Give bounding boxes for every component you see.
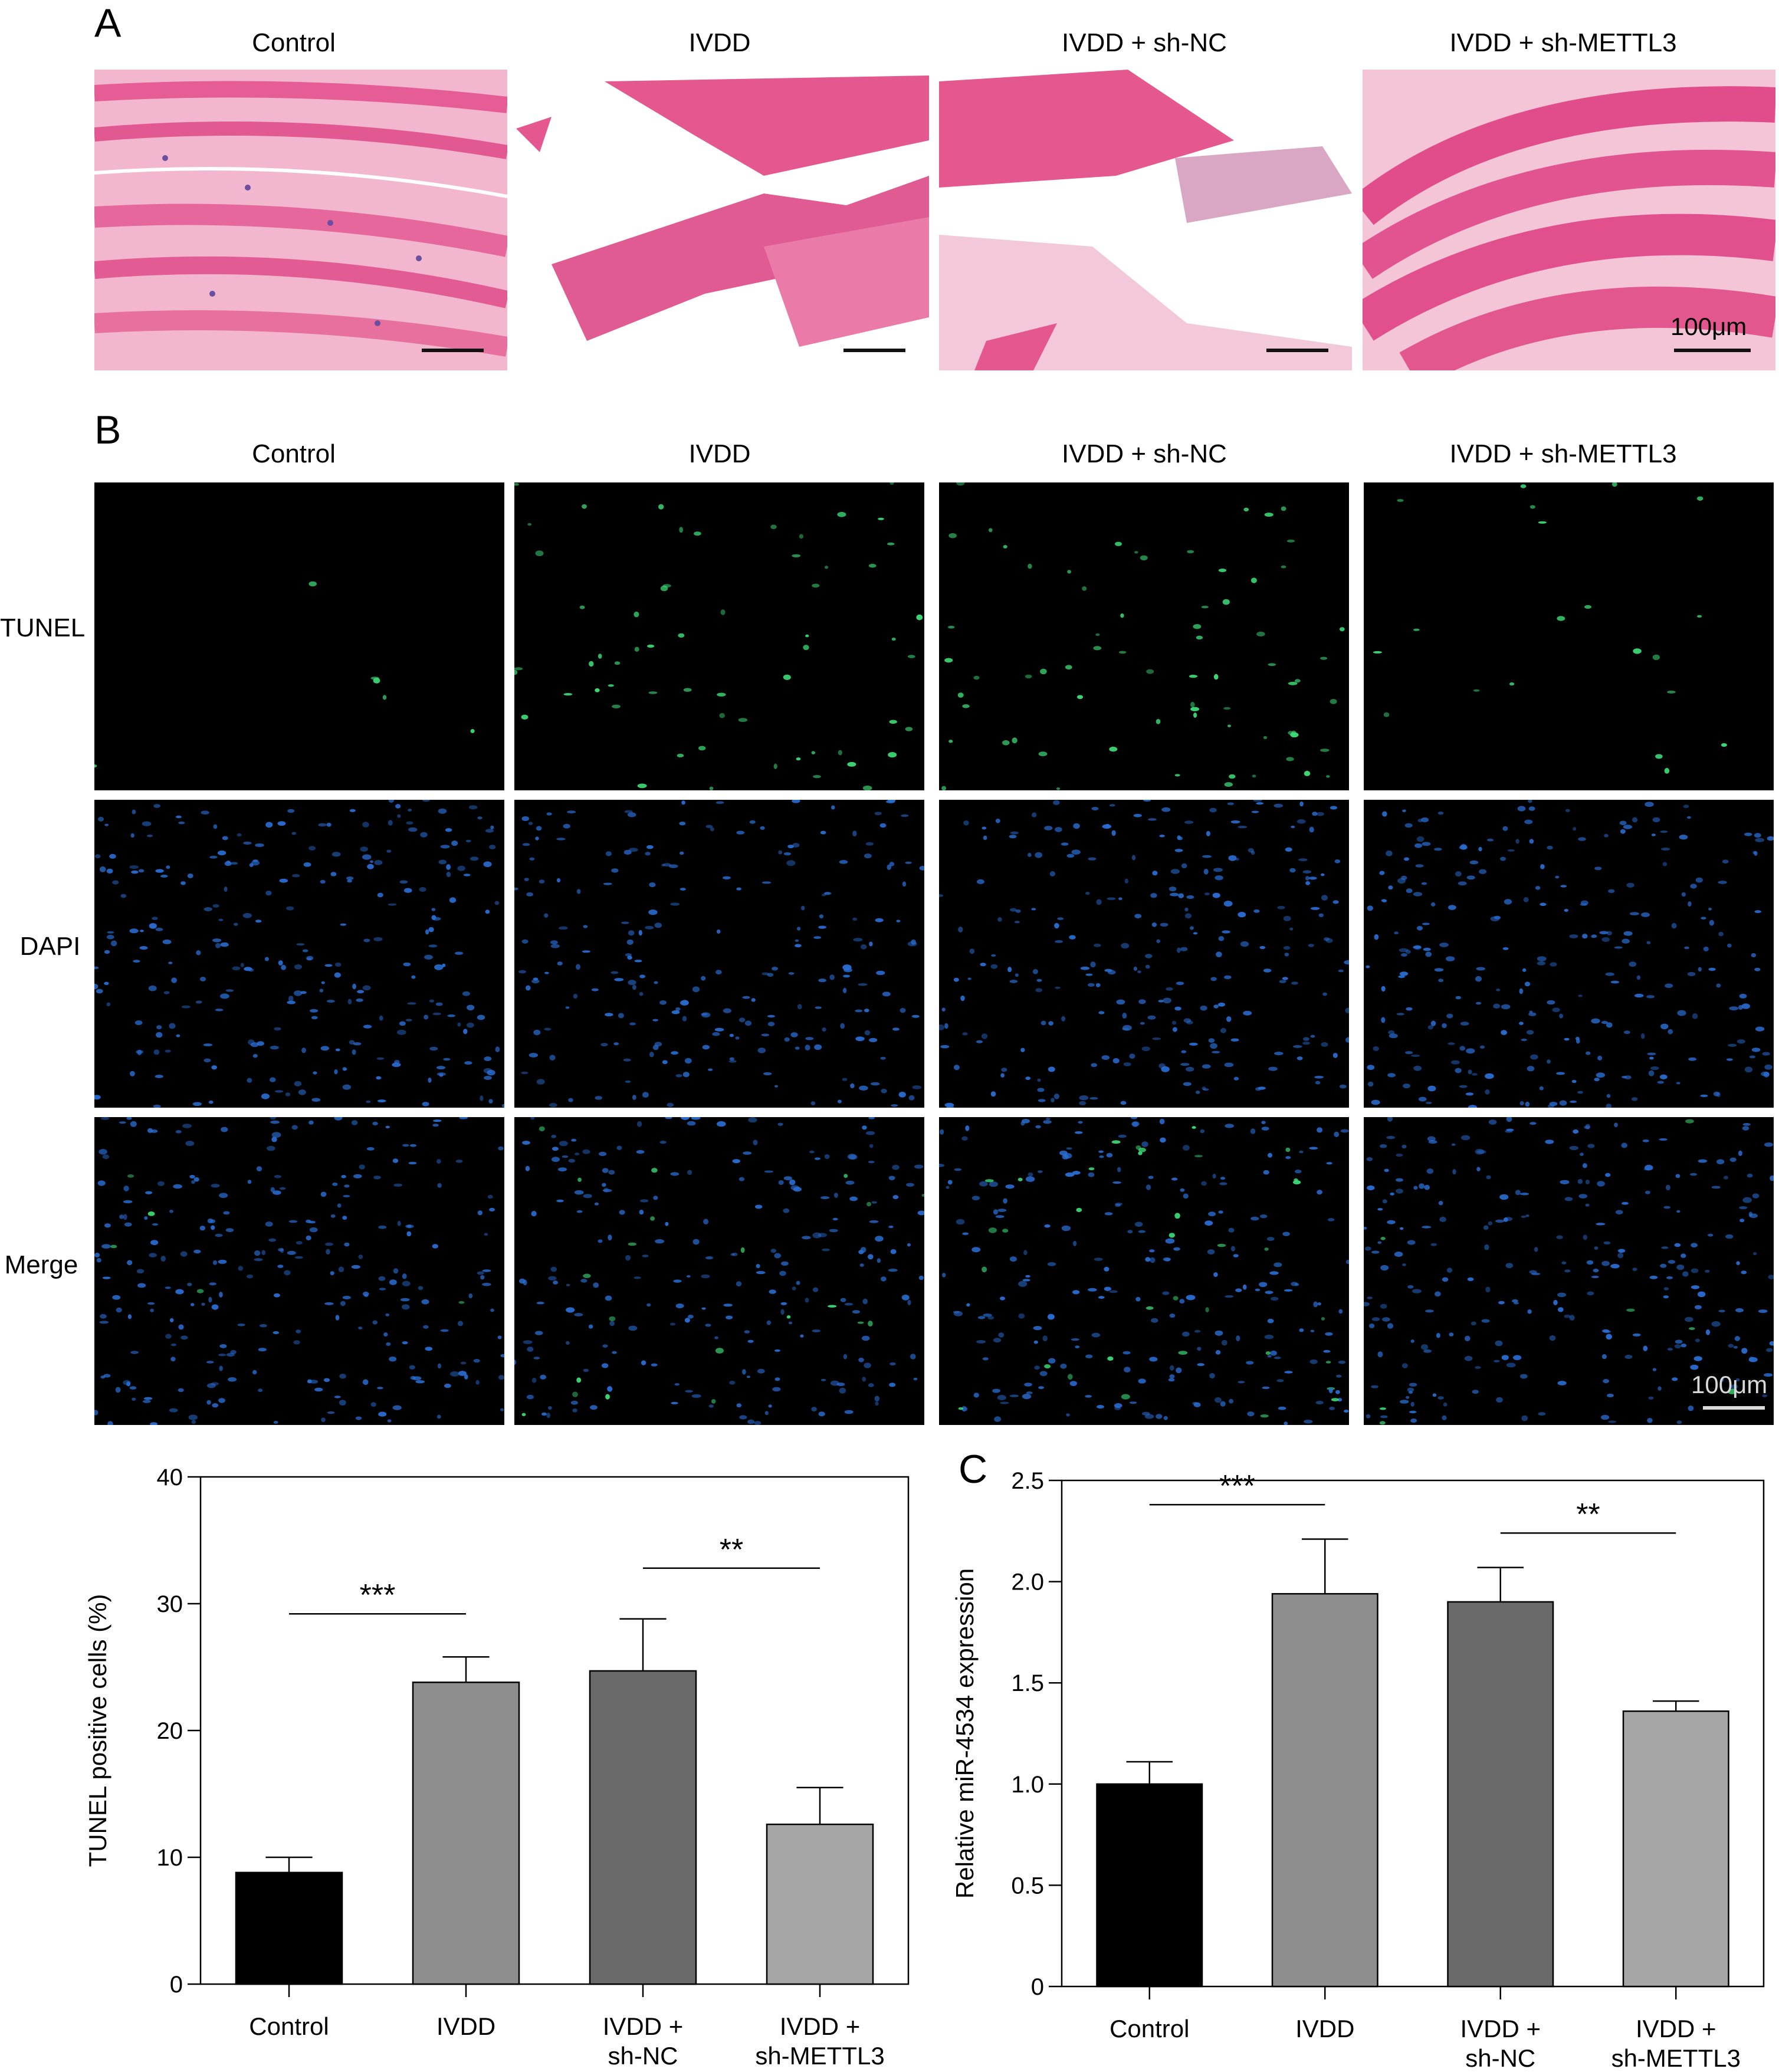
fluor-image-merge-control: [94, 1117, 504, 1425]
x-tick-label: Control: [249, 2012, 329, 2040]
bar: [412, 1682, 520, 1985]
y-tick-label: 10: [157, 1845, 183, 1871]
y-tick-label: 0: [170, 1972, 183, 1998]
x-tick-label: sh-NC: [1465, 2044, 1535, 2072]
significance-label: **: [1576, 1498, 1600, 1532]
x-tick-label: IVDD +: [780, 2012, 861, 2040]
scale-label: 100μm: [1670, 313, 1747, 340]
chart-mir4534-expression: 0 0.5 1.0 1.5 2.0 2.5 Relative miR-4534 expres…: [951, 1468, 1765, 2072]
fluor-image-tunel-ivdd-shnc: [939, 482, 1349, 790]
scale-bar: [1674, 349, 1751, 352]
fluor-image-tunel-ivdd: [514, 482, 924, 790]
y-tick-label: 1.0: [1011, 1772, 1044, 1798]
scale-bar: [422, 349, 484, 352]
fluor-image-dapi-ivdd: [514, 800, 924, 1108]
col-title-a-ivdd: IVDD: [688, 28, 751, 57]
col-title-a-ivdd-shnc: IVDD + sh-NC: [1062, 28, 1227, 57]
y-tick-label: 40: [157, 1464, 183, 1490]
bar: [1271, 1592, 1378, 1988]
y-tick-label: 30: [157, 1591, 183, 1617]
x-tick-label: IVDD: [436, 2012, 495, 2040]
fluor-image-dapi-ivdd-shmettl3: [1364, 800, 1774, 1108]
row-label-merge: Merge: [4, 1250, 78, 1279]
y-tick-label: 0.5: [1011, 1873, 1044, 1899]
col-title-a-ivdd-shmettl3: IVDD + sh-METTL3: [1449, 28, 1677, 57]
row-label-tunel: TUNEL: [0, 613, 86, 642]
scale-bar: [1703, 1406, 1765, 1410]
y-tick-label: 0: [1031, 1974, 1044, 2000]
bar: [766, 1823, 874, 1985]
x-tick-label: sh-METTL3: [1611, 2044, 1741, 2072]
significance-label: ***: [1219, 1469, 1255, 1503]
he-image-ivdd: [516, 70, 929, 370]
fluor-image-tunel-control: [94, 482, 504, 790]
x-tick-label: IVDD +: [1636, 2015, 1716, 2043]
fluor-image-dapi-ivdd-shnc: [939, 800, 1349, 1108]
x-tick-label: IVDD: [1295, 2015, 1354, 2043]
bar: [1622, 1710, 1729, 1988]
scale-bar: [843, 349, 905, 352]
col-title-b-ivdd: IVDD: [688, 439, 751, 468]
he-image-ivdd-shnc: [939, 70, 1352, 370]
y-tick-label: 20: [157, 1718, 183, 1744]
panel-letter-c: C: [959, 1447, 988, 1492]
bar: [235, 1871, 343, 1985]
bar: [589, 1670, 697, 1985]
row-label-dapi: DAPI: [19, 932, 81, 961]
col-title-b-ivdd-shmettl3: IVDD + sh-METTL3: [1449, 439, 1677, 468]
fluor-image-merge-ivdd-shnc: [939, 1117, 1349, 1425]
significance-label: ***: [360, 1578, 396, 1613]
y-tick-label: 2.0: [1011, 1569, 1044, 1595]
scale-bar: [1266, 349, 1328, 352]
y-tick-label: 2.5: [1011, 1468, 1044, 1494]
y-tick-label: 1.5: [1011, 1670, 1044, 1696]
x-tick-label: sh-NC: [608, 2042, 678, 2070]
bar: [1096, 1783, 1203, 1988]
bar: [1447, 1601, 1554, 1988]
y-axis-label: TUNEL positive cells (%): [84, 1594, 111, 1867]
chart-tunel-positive: 0 10 20 30 40 TUNEL positive cells (%) Control…: [84, 1464, 910, 2070]
scale-label: 100μm: [1691, 1371, 1768, 1398]
y-axis-label: Relative miR-4534 expression: [951, 1568, 979, 1899]
x-tick-label: IVDD +: [1460, 2015, 1541, 2043]
fluor-image-merge-ivdd: [514, 1117, 924, 1425]
x-tick-label: Control: [1110, 2015, 1189, 2043]
significance-label: **: [720, 1533, 743, 1567]
panel-letter-b: B: [94, 408, 122, 452]
panel-letter-a: A: [94, 1, 122, 45]
fluor-image-dapi-control: [94, 800, 504, 1108]
col-title-b-control: Control: [252, 439, 336, 468]
he-image-ivdd-shmettl3: 100μm: [1363, 70, 1775, 370]
col-title-b-ivdd-shnc: IVDD + sh-NC: [1062, 439, 1227, 468]
col-title-a-control: Control: [252, 28, 336, 57]
x-tick-label: IVDD +: [603, 2012, 684, 2040]
fluor-image-tunel-ivdd-shmettl3: [1364, 482, 1774, 790]
fluor-image-merge-ivdd-shmettl3: 100μm: [1364, 1117, 1774, 1425]
he-image-control: [94, 70, 507, 370]
x-tick-label: sh-METTL3: [755, 2042, 884, 2070]
plot-frame: [1061, 1479, 1765, 1988]
